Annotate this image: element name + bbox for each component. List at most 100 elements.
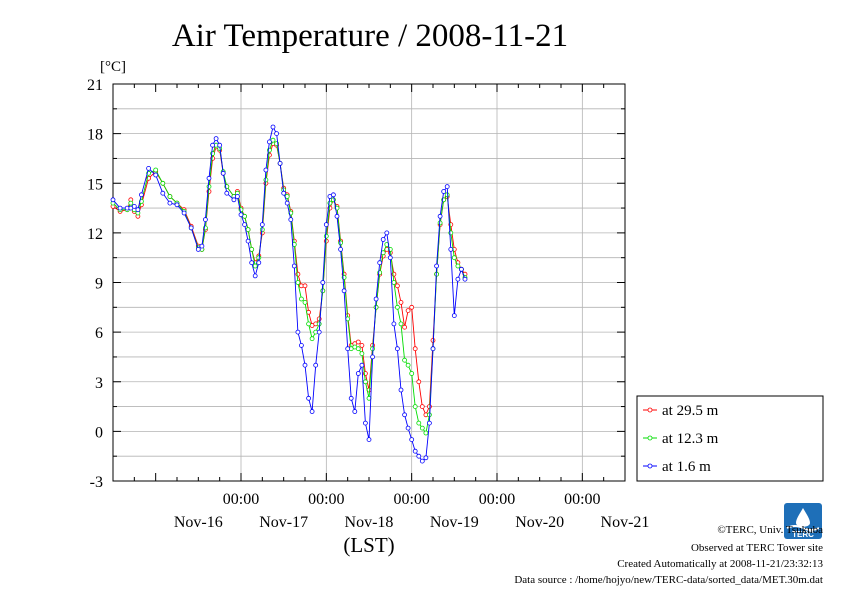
data-point (188, 225, 194, 231)
x-time-label: 00:00 (223, 491, 259, 508)
data-point (423, 430, 429, 436)
footer-source: Data source : /home/hojyo/new/TERC-data/… (514, 574, 823, 586)
data-point (451, 313, 457, 319)
data-point (195, 246, 201, 252)
data-point (458, 266, 464, 272)
y-tick-label: 6 (95, 325, 103, 342)
x-day-label: Nov-17 (259, 514, 308, 531)
y-tick-label: 9 (95, 276, 103, 293)
series-line (112, 139, 466, 435)
data-point (394, 346, 400, 352)
data-point (206, 184, 212, 190)
logo-wave-icon (786, 525, 820, 531)
data-point (355, 371, 361, 376)
data-point (131, 203, 137, 209)
data-point (242, 222, 248, 228)
data-point (402, 357, 408, 363)
x-time-label: 00:00 (564, 491, 600, 508)
data-point (419, 404, 425, 410)
data-point (266, 139, 272, 145)
data-point (306, 321, 312, 327)
data-point (359, 351, 365, 357)
data-point (373, 296, 379, 302)
data-point (398, 321, 404, 327)
logo-drop-icon (796, 508, 810, 527)
data-point (412, 346, 418, 352)
x-time-label: 00:00 (393, 491, 429, 508)
data-point (391, 280, 397, 285)
data-point (224, 190, 230, 196)
data-point (355, 346, 361, 352)
data-point (138, 192, 144, 198)
data-point (259, 222, 265, 228)
data-point (284, 200, 290, 206)
data-point (419, 458, 425, 464)
data-point (366, 437, 372, 443)
data-point (302, 299, 308, 305)
data-point (409, 304, 415, 310)
data-point (153, 167, 159, 173)
data-point (234, 194, 240, 199)
data-point (281, 190, 287, 196)
data-point (462, 276, 468, 282)
data-point (117, 205, 123, 211)
data-point (394, 283, 400, 289)
data-point (231, 197, 237, 203)
data-point (451, 255, 457, 261)
data-point (220, 170, 226, 176)
series-2 (110, 124, 468, 464)
data-point (146, 165, 152, 171)
logo-text: TERC (792, 530, 814, 539)
data-point (323, 233, 329, 239)
data-point (135, 207, 141, 213)
data-point (206, 175, 212, 181)
data-point (174, 202, 180, 208)
data-point (167, 200, 173, 206)
data-point (309, 336, 315, 342)
data-point (434, 263, 440, 269)
data-point (448, 246, 454, 252)
data-point (345, 346, 351, 352)
y-tick-label: 18 (87, 127, 103, 144)
data-point (419, 425, 425, 431)
data-point (298, 296, 304, 302)
data-point (348, 395, 354, 401)
data-point (412, 404, 418, 410)
x-day-label: Nov-19 (430, 514, 479, 531)
x-day-label: Nov-20 (515, 514, 564, 531)
data-point (394, 304, 400, 310)
data-point (377, 260, 383, 266)
data-point (441, 189, 447, 194)
data-point (295, 329, 301, 335)
data-point (409, 437, 415, 443)
y-tick-label: -3 (90, 474, 103, 491)
grid (113, 84, 625, 481)
data-point (430, 346, 436, 352)
data-point (252, 263, 258, 269)
series-line (112, 125, 466, 462)
data-point (402, 324, 408, 330)
y-axis-ticks: -3 0 3 6 9 12 15 18 21 (87, 77, 625, 491)
legend-swatch-marker (647, 463, 653, 469)
legend-label: at 12.3 m (662, 431, 719, 447)
data-point (426, 420, 432, 426)
data-point (412, 448, 418, 454)
data-point (245, 227, 251, 233)
data-point (334, 213, 340, 219)
data-point (362, 379, 368, 385)
data-point (249, 260, 255, 266)
legend-label: at 29.5 m (662, 403, 719, 419)
data-point (167, 194, 173, 199)
data-point (210, 142, 216, 148)
data-point (316, 321, 322, 327)
data-point (274, 131, 280, 137)
data-point (217, 142, 223, 148)
data-point (238, 212, 244, 218)
data-point (352, 409, 358, 414)
data-point (245, 238, 251, 244)
data-point (341, 288, 347, 294)
data-point (309, 409, 315, 414)
data-point (370, 354, 376, 360)
data-point (405, 308, 411, 314)
